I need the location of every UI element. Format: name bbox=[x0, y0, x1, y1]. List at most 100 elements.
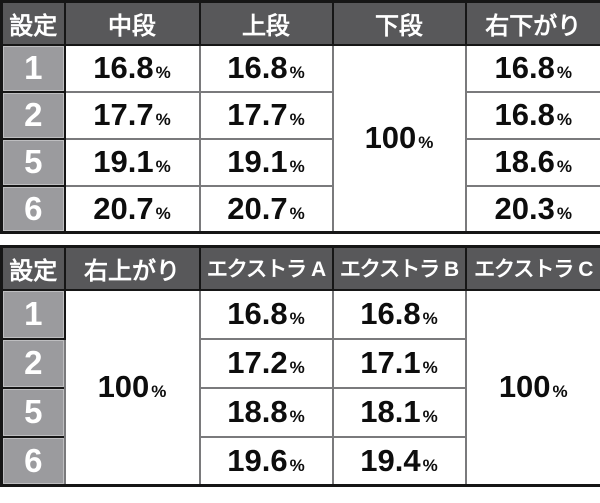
setting-number-cell: 1 bbox=[0, 43, 66, 93]
column-header-setting: 設定 bbox=[0, 245, 66, 291]
percent-sign: % bbox=[289, 407, 305, 426]
table-row: 6 20.7% 20.7% 20.3% bbox=[0, 184, 600, 234]
value-cell: 17.2% bbox=[198, 337, 334, 389]
percent-sign: % bbox=[556, 203, 572, 223]
percent-sign: % bbox=[155, 63, 171, 82]
column-header-extra-a: エクストラ A bbox=[198, 245, 334, 291]
percent-sign: % bbox=[289, 309, 305, 328]
value-cell: 17.7% bbox=[198, 90, 334, 140]
column-header-setting: 設定 bbox=[0, 0, 66, 46]
table-row: 5 18.8% 18.1% bbox=[0, 386, 600, 438]
value-number: 16.8 bbox=[227, 50, 288, 85]
setting-number-cell: 5 bbox=[0, 137, 66, 187]
setting-number-cell: 5 bbox=[0, 386, 66, 438]
value-cell: 16.8% bbox=[331, 288, 467, 340]
value-cell: 18.8% bbox=[198, 386, 334, 438]
column-header-migisagari: 右下がり bbox=[464, 0, 600, 46]
column-header-chudan: 中段 bbox=[63, 0, 201, 46]
percent-sign: % bbox=[289, 203, 305, 223]
value-number: 17.2 bbox=[227, 345, 288, 380]
setting-number-cell: 6 bbox=[0, 435, 66, 487]
percent-sign: % bbox=[289, 455, 305, 475]
percent-sign: % bbox=[418, 133, 434, 153]
percent-sign: % bbox=[422, 358, 438, 377]
percent-sign: % bbox=[155, 157, 171, 176]
percent-sign: % bbox=[552, 382, 568, 402]
percent-sign: % bbox=[289, 358, 305, 377]
value-number: 19.1 bbox=[93, 144, 154, 179]
setting-number-cell: 2 bbox=[0, 90, 66, 140]
header-row: 設定 中段 上段 下段 右下がり bbox=[0, 0, 600, 46]
percent-sign: % bbox=[422, 407, 438, 426]
percent-sign: % bbox=[289, 110, 305, 129]
merged-value-cell: 100% bbox=[63, 288, 201, 487]
merged-value-cell: 100% bbox=[464, 288, 600, 487]
percent-sign: % bbox=[422, 309, 438, 328]
value-cell: 20.7% bbox=[198, 184, 334, 234]
header-row: 設定 右上がり エクストラ A エクストラ B エクストラ C bbox=[0, 245, 600, 291]
value-cell: 16.8% bbox=[198, 43, 334, 93]
table-row: 5 19.1% 19.1% 18.6% bbox=[0, 137, 600, 187]
value-cell: 17.7% bbox=[63, 90, 201, 140]
value-cell: 17.1% bbox=[331, 337, 467, 389]
settings-table-top: 設定 中段 上段 下段 右下がり 1 16.8% 16.8% 100% 16.8… bbox=[0, 0, 600, 234]
value-cell: 16.8% bbox=[464, 90, 600, 140]
percent-sign: % bbox=[155, 110, 171, 129]
value-number: 100 bbox=[97, 369, 150, 405]
value-cell: 19.1% bbox=[198, 137, 334, 187]
table-row: 2 17.2% 17.1% bbox=[0, 337, 600, 389]
table-row: 2 17.7% 17.7% 16.8% bbox=[0, 90, 600, 140]
value-cell: 20.7% bbox=[63, 184, 201, 234]
value-number: 16.8 bbox=[360, 296, 421, 331]
table-row: 1 16.8% 16.8% 100% 16.8% bbox=[0, 43, 600, 234]
value-number: 16.8 bbox=[494, 50, 555, 85]
value-number: 16.8 bbox=[93, 50, 154, 85]
column-header-extra-b: エクストラ B bbox=[331, 245, 467, 291]
percent-sign: % bbox=[151, 382, 167, 402]
value-number: 17.7 bbox=[227, 97, 288, 132]
value-number: 100 bbox=[364, 120, 417, 156]
value-cell: 16.8% bbox=[464, 43, 600, 93]
value-number: 100 bbox=[498, 369, 551, 405]
value-number: 19.4 bbox=[360, 442, 421, 478]
percent-sign: % bbox=[155, 203, 171, 223]
settings-probability-tables: 設定 中段 上段 下段 右下がり 1 16.8% 16.8% 100% 16.8… bbox=[0, 0, 600, 487]
percent-sign: % bbox=[556, 63, 572, 82]
column-header-migiagari: 右上がり bbox=[63, 245, 201, 291]
table-row: 6 19.6% 19.4% bbox=[0, 435, 600, 487]
value-number: 19.6 bbox=[227, 442, 288, 478]
value-number: 20.3 bbox=[494, 190, 555, 226]
value-cell: 19.4% bbox=[331, 435, 467, 487]
value-number: 20.7 bbox=[93, 190, 154, 226]
value-number: 18.6 bbox=[494, 144, 555, 179]
value-number: 19.1 bbox=[227, 144, 288, 179]
column-header-gedan: 下段 bbox=[331, 0, 467, 46]
value-number: 16.8 bbox=[494, 97, 555, 132]
percent-sign: % bbox=[422, 455, 438, 475]
value-number: 17.1 bbox=[360, 345, 421, 380]
value-number: 17.7 bbox=[93, 97, 154, 132]
setting-number-cell: 6 bbox=[0, 184, 66, 234]
setting-number-cell: 1 bbox=[0, 288, 66, 340]
value-number: 20.7 bbox=[227, 190, 288, 226]
value-number: 18.1 bbox=[360, 394, 421, 429]
percent-sign: % bbox=[289, 63, 305, 82]
value-cell: 19.1% bbox=[63, 137, 201, 187]
value-number: 18.8 bbox=[227, 394, 288, 429]
merged-value-cell: 100% bbox=[331, 43, 467, 234]
value-cell: 16.8% bbox=[198, 288, 334, 340]
value-cell: 20.3% bbox=[464, 184, 600, 234]
value-cell: 16.8% bbox=[63, 43, 201, 93]
value-cell: 19.6% bbox=[198, 435, 334, 487]
column-header-extra-c: エクストラ C bbox=[464, 245, 600, 291]
table-row: 1 100% 16.8% 16.8% 100% bbox=[0, 288, 600, 487]
value-cell: 18.1% bbox=[331, 386, 467, 438]
setting-number-cell: 2 bbox=[0, 337, 66, 389]
percent-sign: % bbox=[556, 157, 572, 176]
column-header-jodan: 上段 bbox=[198, 0, 334, 46]
value-cell: 18.6% bbox=[464, 137, 600, 187]
settings-table-bottom: 設定 右上がり エクストラ A エクストラ B エクストラ C 1 100% 1… bbox=[0, 245, 600, 487]
percent-sign: % bbox=[556, 110, 572, 129]
value-number: 16.8 bbox=[227, 296, 288, 331]
percent-sign: % bbox=[289, 157, 305, 176]
